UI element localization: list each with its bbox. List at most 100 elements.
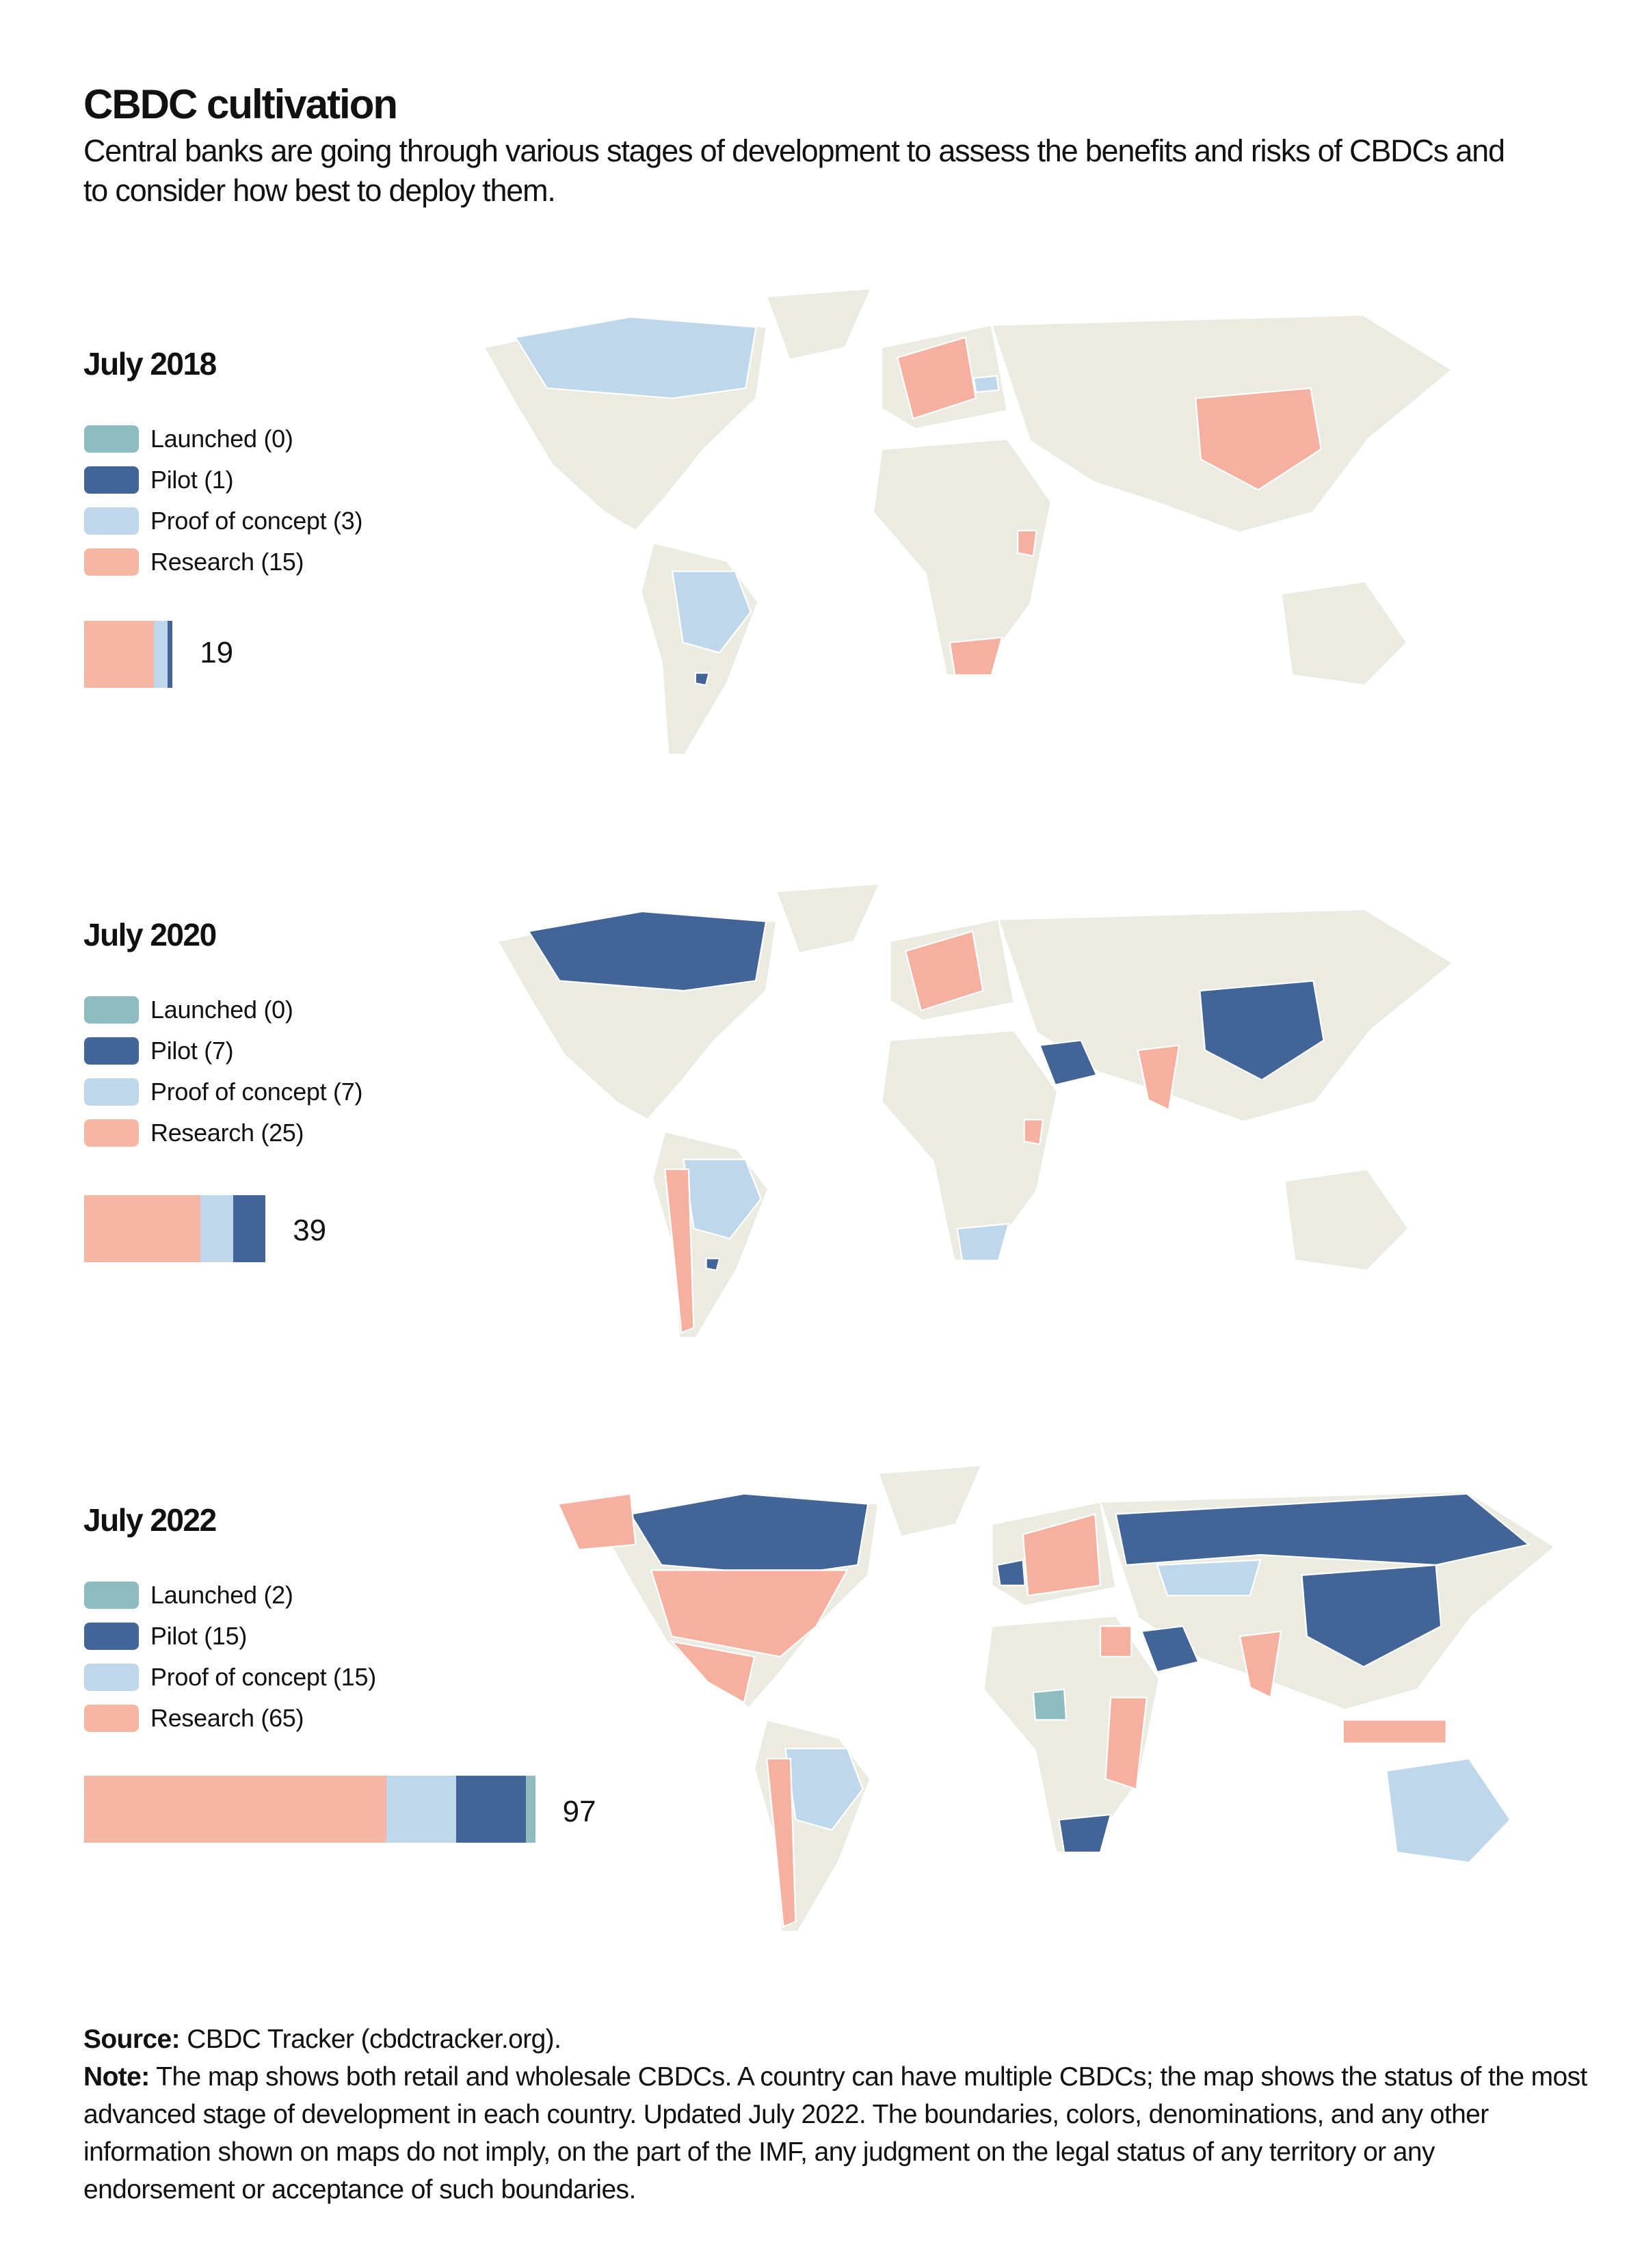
region-peru-chile: [663, 1168, 695, 1334]
bar-segment-pilot: [168, 621, 173, 688]
region-nigeria: [1032, 1688, 1068, 1721]
region-uruguay: [694, 672, 711, 686]
world-map-2018: [483, 287, 1453, 756]
bar-segment-pilot: [233, 1195, 266, 1262]
legend-label: Research (25): [150, 1119, 304, 1147]
region-india: [1137, 1044, 1180, 1111]
region-canada: [629, 1493, 869, 1576]
legend-item-research: Research (15): [84, 542, 362, 583]
legend: Launched (2) Pilot (15) Proof of concept…: [84, 1575, 376, 1739]
region-uruguay: [705, 1257, 721, 1272]
legend-item-pilot: Pilot (7): [84, 1030, 362, 1071]
legend-label: Proof of concept (15): [150, 1663, 376, 1691]
note-line: Note: The map shows both retail and whol…: [83, 2058, 1588, 2209]
region-usa: [650, 1569, 849, 1658]
legend-item-pilot: Pilot (15): [84, 1616, 376, 1657]
bar-segment-research: [84, 1195, 200, 1262]
legend-item-launched: Launched (2): [84, 1575, 376, 1616]
total-count: 97: [562, 1795, 596, 1828]
region-kenya: [1023, 1119, 1044, 1146]
legend-item-research: Research (25): [84, 1112, 362, 1153]
legend-label: Research (15): [150, 548, 304, 576]
region-india: [1239, 1630, 1282, 1699]
total-count: 39: [293, 1214, 327, 1247]
legend: Launched (0) Pilot (7) Proof of concept …: [84, 989, 362, 1153]
region-saudi-arabia: [1140, 1625, 1200, 1673]
section-heading: July 2022: [83, 1502, 217, 1538]
region-kazakhstan: [1156, 1559, 1262, 1597]
legend-label: Launched (0): [150, 996, 293, 1024]
region-canada: [527, 910, 767, 992]
region-brazil: [683, 1158, 762, 1240]
legend-item-research: Research (65): [84, 1698, 376, 1739]
note-label: Note:: [83, 2062, 150, 2092]
region-kenya: [1016, 529, 1037, 557]
region-brazil: [784, 1747, 864, 1831]
bar-segment-research: [84, 621, 154, 688]
legend: Launched (0) Pilot (1) Proof of concept …: [84, 418, 362, 583]
legend-swatch-launched: [84, 996, 139, 1024]
region-china: [1194, 387, 1323, 491]
legend-label: Launched (0): [150, 425, 293, 453]
stacked-total-bar: [84, 1776, 535, 1843]
total-count: 19: [200, 636, 234, 669]
region-canada: [514, 316, 757, 399]
region-peru-chile: [765, 1757, 797, 1928]
bar-segment-proof-of-concept: [386, 1776, 456, 1843]
legend-swatch-research: [84, 1119, 139, 1147]
legend-item-launched: Launched (0): [84, 418, 362, 459]
legend-swatch-launched: [84, 1582, 139, 1609]
legend-swatch-pilot: [84, 466, 139, 494]
legend-swatch-research: [84, 548, 139, 576]
region-indonesia: [1342, 1719, 1447, 1744]
section-heading: July 2020: [83, 917, 217, 952]
region-south-africa: [1058, 1813, 1112, 1854]
legend-swatch-launched: [84, 425, 139, 453]
region-europe: [904, 930, 984, 1012]
region-brazil: [671, 570, 752, 654]
source-label: Source:: [83, 2025, 181, 2054]
legend-item-proof-of-concept: Proof of concept (15): [84, 1657, 376, 1698]
legend-label: Pilot (15): [150, 1622, 248, 1650]
legend-swatch-research: [84, 1705, 139, 1732]
stacked-total-bar: [84, 621, 173, 688]
legend-label: Launched (2): [150, 1581, 293, 1609]
bar-segment-launched: [526, 1776, 535, 1843]
region-china: [1301, 1564, 1442, 1668]
legend-label: Proof of concept (7): [150, 1078, 363, 1106]
bar-segment-proof-of-concept: [154, 621, 168, 688]
legend-label: Pilot (1): [150, 466, 234, 494]
bar-segment-proof-of-concept: [200, 1195, 233, 1262]
note-text: The map shows both retail and wholesale …: [83, 2062, 1587, 2204]
region-mexico: [670, 1640, 756, 1704]
legend-item-proof-of-concept: Proof of concept (3): [84, 501, 362, 542]
region-egypt: [1099, 1625, 1133, 1658]
legend-label: Research (65): [150, 1704, 304, 1732]
legend-label: Pilot (7): [150, 1037, 234, 1065]
chart-subtitle: Central banks are going through various …: [83, 133, 1505, 208]
legend-item-pilot: Pilot (1): [84, 459, 362, 501]
region-australia: [1385, 1757, 1511, 1864]
bar-segment-research: [84, 1776, 386, 1843]
region-east-africa: [1104, 1696, 1148, 1791]
legend-swatch-pilot: [84, 1037, 139, 1065]
source-line: Source: CBDC Tracker (cbdctracker.org).: [83, 2020, 1588, 2058]
legend-item-proof-of-concept: Proof of concept (7): [84, 1071, 362, 1112]
bar-segment-pilot: [456, 1776, 526, 1843]
region-south-africa: [956, 1223, 1010, 1262]
region-ukraine: [972, 375, 1000, 393]
region-europe: [896, 336, 977, 420]
region-europe: [1022, 1512, 1102, 1597]
region-alaska: [557, 1493, 637, 1551]
region-france: [996, 1559, 1026, 1586]
legend-swatch-proof-of-concept: [84, 1664, 139, 1691]
legend-swatch-pilot: [84, 1623, 139, 1650]
section-heading: July 2018: [83, 346, 217, 382]
chart-title: CBDC cultivation: [83, 81, 398, 127]
legend-item-launched: Launched (0): [84, 989, 362, 1030]
region-south-africa: [949, 636, 1003, 676]
region-saudi-arabia: [1038, 1039, 1098, 1086]
legend-swatch-proof-of-concept: [84, 1078, 139, 1106]
world-map-2022: [557, 1464, 1556, 1933]
stacked-total-bar: [84, 1195, 266, 1262]
